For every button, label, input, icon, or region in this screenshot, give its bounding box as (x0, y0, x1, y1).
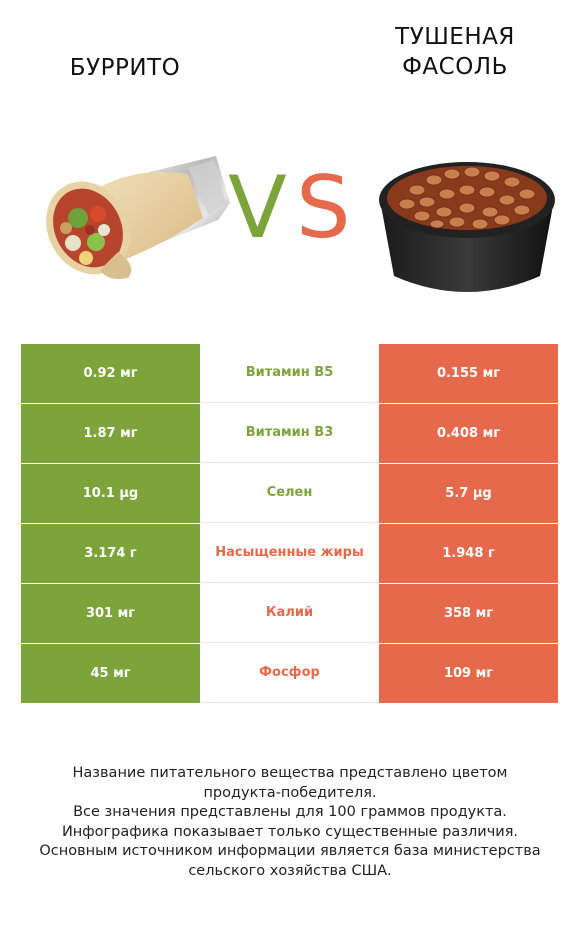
right-value: 1.948 г (379, 524, 558, 583)
left-value: 10.1 µg (21, 464, 200, 523)
comparison-row: 3.174 г Насыщенные жиры 1.948 г (21, 524, 558, 584)
nutrient-name: Витамин B5 (200, 344, 379, 403)
comparison-row: 10.1 µg Селен 5.7 µg (21, 464, 558, 524)
nutrient-name: Калий (200, 584, 379, 643)
left-value: 1.87 мг (21, 404, 200, 463)
footer-line: Все значения представлены для 100 граммо… (73, 804, 507, 820)
footer-notes: Название питательного вещества представл… (10, 764, 570, 881)
left-food-name: БУРРИТО (69, 55, 181, 81)
comparison-row: 0.92 мг Витамин B5 0.155 мг (21, 344, 558, 404)
right-value: 5.7 µg (379, 464, 558, 523)
vs-letter-v: V (228, 158, 287, 258)
stewed-beans-image (379, 162, 555, 292)
footer-line: Название питательного вещества представл… (72, 765, 508, 781)
burrito-image (46, 156, 230, 279)
right-value: 358 мг (379, 584, 558, 643)
footer-line: сельского хозяйства США. (188, 862, 392, 879)
left-value: 0.92 мг (21, 344, 200, 403)
right-value: 0.155 мг (379, 344, 558, 403)
left-value: 45 мг (21, 644, 200, 703)
vs-letter-s: S (296, 158, 351, 258)
nutrient-name: Фосфор (200, 644, 379, 703)
comparison-table: 0.92 мг Витамин B5 0.155 мг 1.87 мг Витамин … (21, 344, 558, 704)
comparison-row: 1.87 мг Витамин B3 0.408 мг (21, 404, 558, 464)
right-food-name-line1: ТУШЕНАЯ (395, 24, 515, 50)
nutrient-name: Насыщенные жиры (200, 524, 379, 583)
comparison-row: 301 мг Калий 358 мг (21, 584, 558, 644)
footer-line: Инфографика показывает только существенн… (61, 823, 519, 840)
nutrient-name: Селен (200, 464, 379, 523)
right-food-title: ТУШЕНАЯ ФАСОЛЬ (355, 22, 555, 82)
footer-line: Основным источником информации является … (39, 843, 541, 859)
footer-line: продукта-победителя. (203, 784, 377, 801)
comparison-row: 45 мг Фосфор 109 мг (21, 644, 558, 704)
left-value: 3.174 г (21, 524, 200, 583)
right-value: 109 мг (379, 644, 558, 703)
right-food-name-line2: ФАСОЛЬ (402, 54, 508, 80)
right-value: 0.408 мг (379, 404, 558, 463)
left-food-title: БУРРИТО (25, 53, 225, 83)
left-value: 301 мг (21, 584, 200, 643)
versus-label: V S (224, 158, 354, 258)
nutrient-name: Витамин B3 (200, 404, 379, 463)
